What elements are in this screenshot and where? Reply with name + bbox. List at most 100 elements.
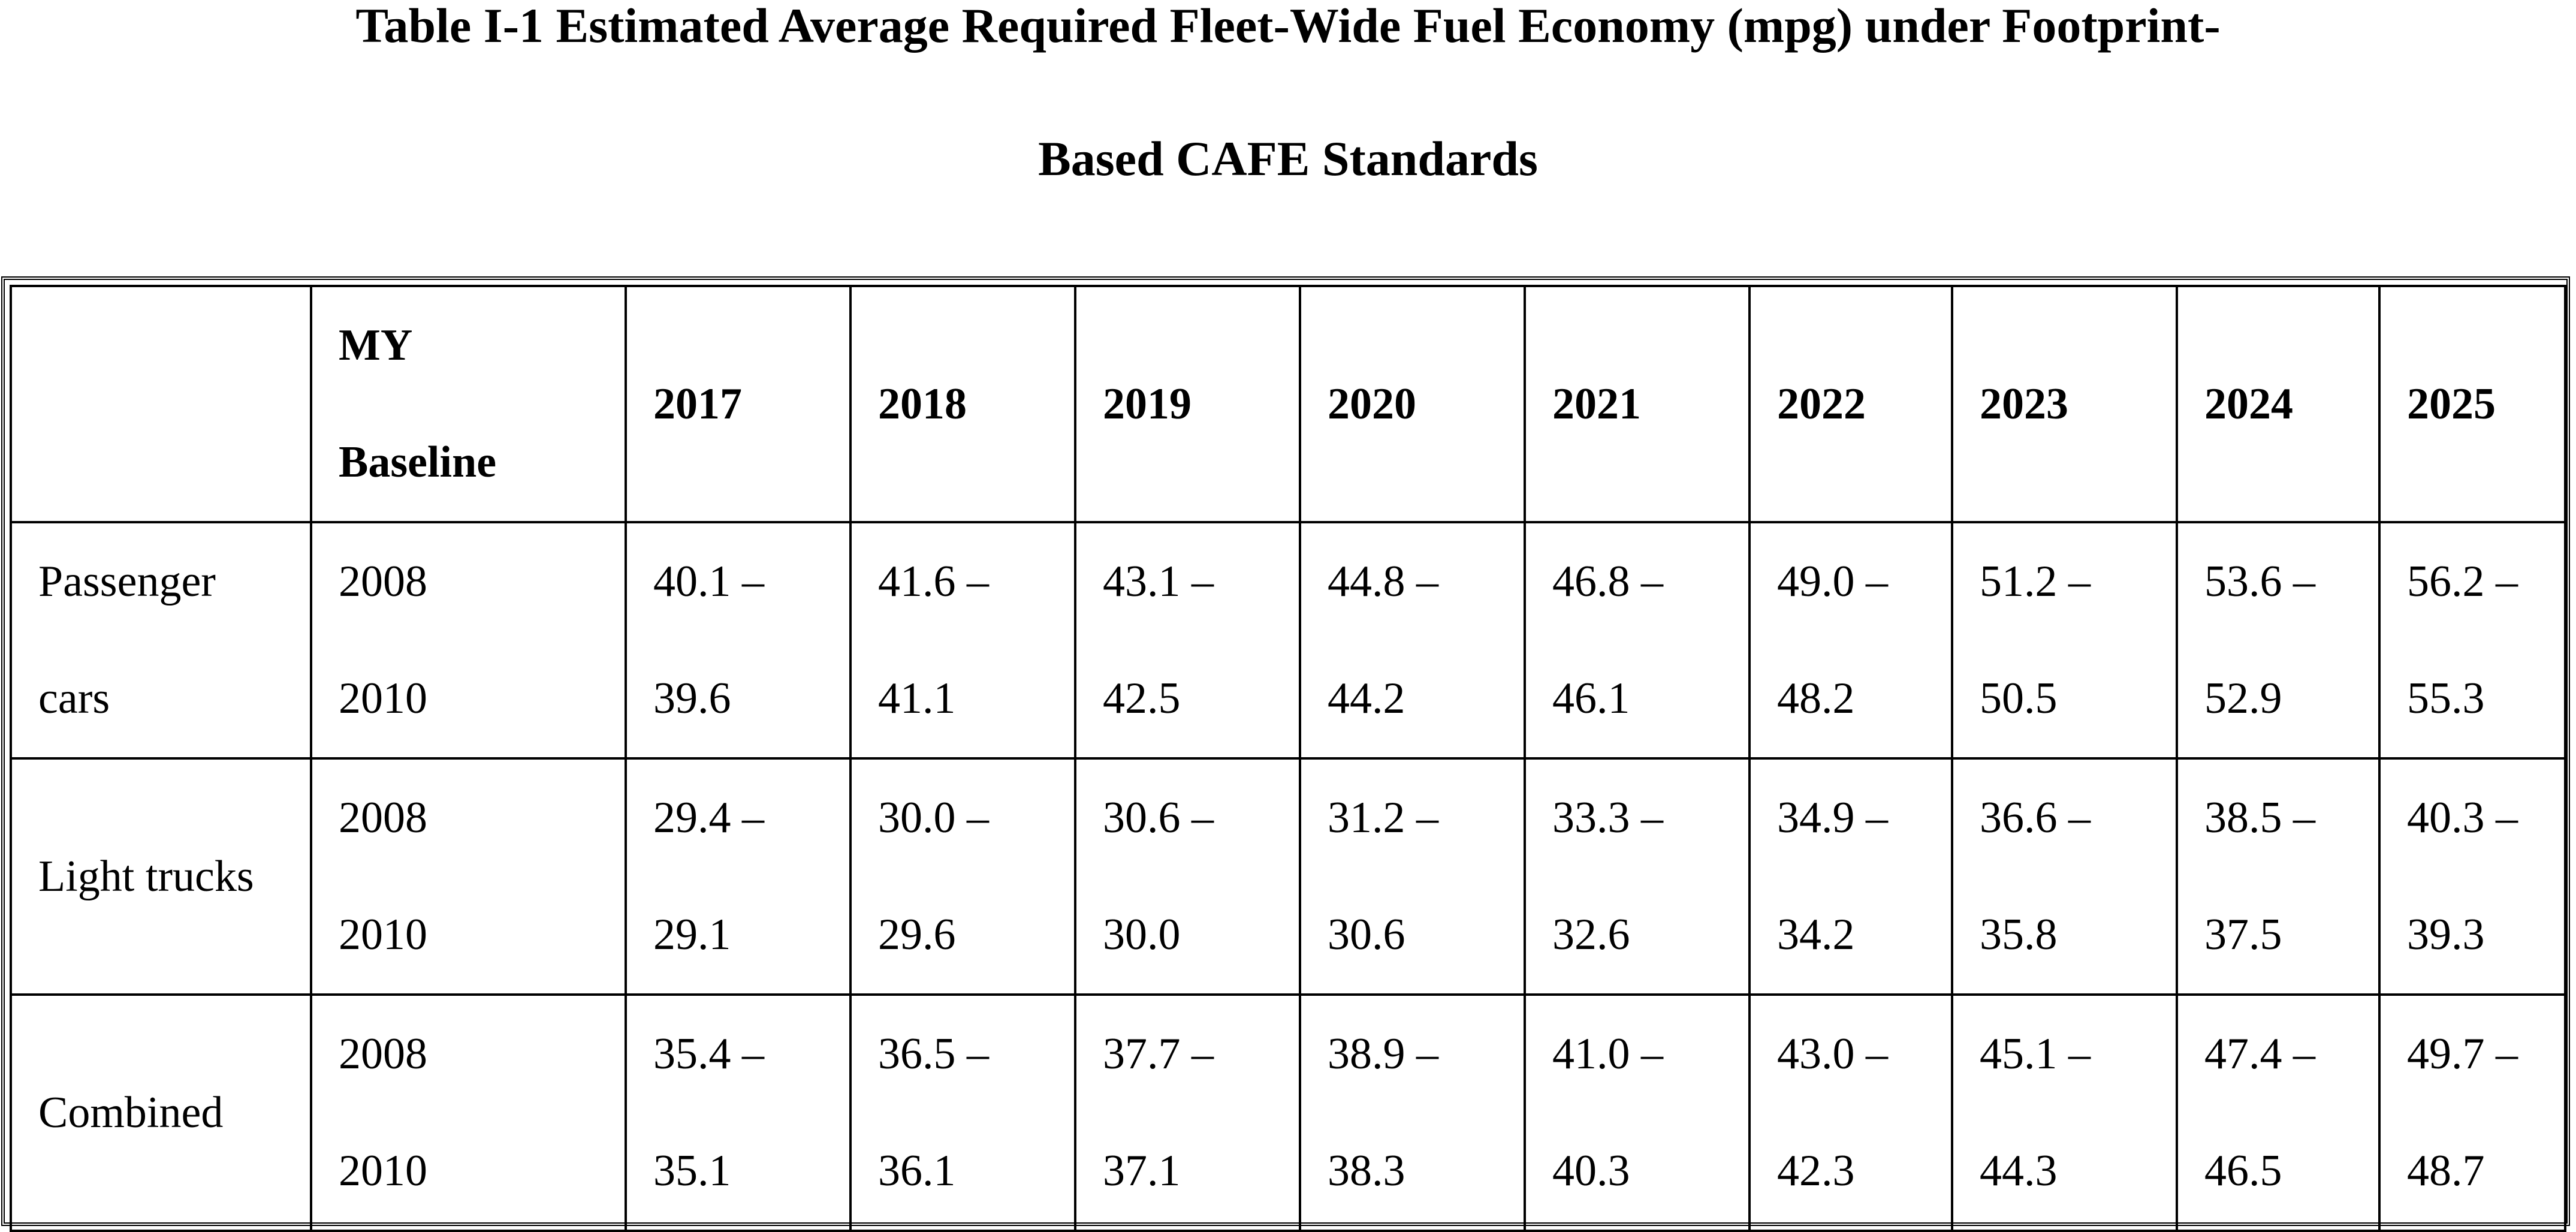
value-cell: 41.0 – 40.3 bbox=[1524, 993, 1751, 1232]
value-upper: 43.1 – bbox=[1103, 557, 1214, 606]
value-upper: 49.7 – bbox=[2407, 1029, 2518, 1079]
row-label-passenger-cars: Passenger cars bbox=[10, 521, 312, 760]
value-lower: 44.2 bbox=[1328, 674, 1405, 723]
header-my-baseline-line-1: MY bbox=[339, 321, 413, 370]
value-upper: 53.6 – bbox=[2204, 557, 2315, 606]
value-upper: 36.5 – bbox=[878, 1029, 989, 1079]
baseline-cell: 2008 2010 bbox=[310, 757, 627, 996]
value-cell: 30.0 – 29.6 bbox=[849, 757, 1076, 996]
value-cell: 37.7 – 37.1 bbox=[1074, 993, 1301, 1232]
baseline-line-2: 2010 bbox=[339, 1146, 427, 1195]
value-lower: 36.1 bbox=[878, 1146, 956, 1195]
value-upper: 30.6 – bbox=[1103, 793, 1214, 842]
value-lower: 30.6 bbox=[1328, 910, 1405, 959]
value-lower: 29.6 bbox=[878, 910, 956, 959]
header-year: 2023 bbox=[1951, 285, 2178, 523]
table-title-line-1: Table I-1 Estimated Average Required Fle… bbox=[355, 0, 2221, 53]
value-upper: 38.5 – bbox=[2204, 793, 2315, 842]
header-my-baseline: MY Baseline bbox=[310, 285, 627, 523]
value-upper: 33.3 – bbox=[1552, 793, 1663, 842]
value-cell: 38.5 – 37.5 bbox=[2176, 757, 2381, 996]
header-year: 2022 bbox=[1748, 285, 1953, 523]
value-lower: 46.1 bbox=[1552, 674, 1630, 723]
baseline-cell: 2008 2010 bbox=[310, 993, 627, 1232]
value-lower: 30.0 bbox=[1103, 910, 1181, 959]
value-upper: 30.0 – bbox=[878, 793, 989, 842]
value-upper: 37.7 – bbox=[1103, 1029, 1214, 1079]
baseline-line-2: 2010 bbox=[339, 910, 427, 959]
value-lower: 37.1 bbox=[1103, 1146, 1181, 1195]
fuel-economy-table-frame: MY Baseline 2017 2018 2019 2020 2021 202… bbox=[1, 276, 2570, 1232]
value-upper: 34.9 – bbox=[1777, 793, 1888, 842]
header-year: 2021 bbox=[1524, 285, 1751, 523]
value-lower: 42.5 bbox=[1103, 674, 1181, 723]
header-year: 2020 bbox=[1299, 285, 1526, 523]
value-upper: 51.2 – bbox=[1980, 557, 2091, 606]
value-upper: 47.4 – bbox=[2204, 1029, 2315, 1079]
value-upper: 45.1 – bbox=[1980, 1029, 2091, 1079]
table-row-combined: Combined 2008 2010 35.4 – 35.1 36.5 – 36.1… bbox=[10, 993, 2566, 1232]
value-cell: 33.3 – 32.6 bbox=[1524, 757, 1751, 996]
header-my-baseline-line-2: Baseline bbox=[339, 438, 497, 487]
value-lower: 40.3 bbox=[1552, 1146, 1630, 1195]
value-lower: 50.5 bbox=[1980, 674, 2058, 723]
value-cell: 41.6 – 41.1 bbox=[849, 521, 1076, 760]
header-empty-cell bbox=[10, 285, 312, 523]
value-cell: 49.7 – 48.7 bbox=[2378, 993, 2566, 1232]
value-upper: 35.4 – bbox=[653, 1029, 764, 1079]
value-cell: 45.1 – 44.3 bbox=[1951, 993, 2178, 1232]
value-upper: 41.6 – bbox=[878, 557, 989, 606]
baseline-cell: 2008 2010 bbox=[310, 521, 627, 760]
row-label-combined: Combined bbox=[10, 993, 312, 1232]
table-row-light-trucks: Light trucks 2008 2010 29.4 – 29.1 30.0 –… bbox=[10, 757, 2566, 996]
value-upper: 41.0 – bbox=[1552, 1029, 1663, 1079]
value-cell: 56.2 – 55.3 bbox=[2378, 521, 2566, 760]
value-lower: 37.5 bbox=[2204, 910, 2282, 959]
table-row-passenger-cars: Passenger cars 2008 2010 40.1 – 39.6 41.6… bbox=[10, 521, 2566, 760]
value-cell: 43.1 – 42.5 bbox=[1074, 521, 1301, 760]
value-lower: 38.3 bbox=[1328, 1146, 1405, 1195]
value-upper: 29.4 – bbox=[653, 793, 764, 842]
value-lower: 48.7 bbox=[2407, 1146, 2485, 1195]
value-cell: 40.1 – 39.6 bbox=[625, 521, 852, 760]
baseline-line-1: 2008 bbox=[339, 1029, 427, 1079]
value-cell: 36.6 – 35.8 bbox=[1951, 757, 2178, 996]
value-lower: 39.3 bbox=[2407, 910, 2485, 959]
value-upper: 38.9 – bbox=[1328, 1029, 1438, 1079]
value-cell: 51.2 – 50.5 bbox=[1951, 521, 2178, 760]
value-cell: 49.0 – 48.2 bbox=[1748, 521, 1953, 760]
value-lower: 42.3 bbox=[1777, 1146, 1855, 1195]
value-cell: 46.8 – 46.1 bbox=[1524, 521, 1751, 760]
header-year: 2024 bbox=[2176, 285, 2381, 523]
value-upper: 36.6 – bbox=[1980, 793, 2091, 842]
value-cell: 31.2 – 30.6 bbox=[1299, 757, 1526, 996]
value-lower: 35.1 bbox=[653, 1146, 731, 1195]
value-cell: 53.6 – 52.9 bbox=[2176, 521, 2381, 760]
value-lower: 44.3 bbox=[1980, 1146, 2058, 1195]
value-lower: 32.6 bbox=[1552, 910, 1630, 959]
header-year: 2025 bbox=[2378, 285, 2566, 523]
value-cell: 43.0 – 42.3 bbox=[1748, 993, 1953, 1232]
value-cell: 30.6 – 30.0 bbox=[1074, 757, 1301, 996]
value-lower: 46.5 bbox=[2204, 1146, 2282, 1195]
value-upper: 31.2 – bbox=[1328, 793, 1438, 842]
row-label-light-trucks: Light trucks bbox=[10, 757, 312, 996]
value-upper: 56.2 – bbox=[2407, 557, 2518, 606]
value-cell: 35.4 – 35.1 bbox=[625, 993, 852, 1232]
value-lower: 34.2 bbox=[1777, 910, 1855, 959]
value-cell: 38.9 – 38.3 bbox=[1299, 993, 1526, 1232]
value-lower: 41.1 bbox=[878, 674, 956, 723]
baseline-line-1: 2008 bbox=[339, 557, 427, 606]
table-title-line-2: Based CAFE Standards bbox=[1038, 131, 1538, 186]
value-upper: 46.8 – bbox=[1552, 557, 1663, 606]
header-year: 2017 bbox=[625, 285, 852, 523]
row-label-line-1: Passenger bbox=[38, 557, 216, 606]
fuel-economy-table: MY Baseline 2017 2018 2019 2020 2021 202… bbox=[10, 285, 2566, 1232]
value-cell: 40.3 – 39.3 bbox=[2378, 757, 2566, 996]
value-cell: 34.9 – 34.2 bbox=[1748, 757, 1953, 996]
value-upper: 44.8 – bbox=[1328, 557, 1438, 606]
value-lower: 52.9 bbox=[2204, 674, 2282, 723]
value-lower: 55.3 bbox=[2407, 674, 2485, 723]
value-upper: 40.3 – bbox=[2407, 793, 2518, 842]
value-upper: 43.0 – bbox=[1777, 1029, 1888, 1079]
